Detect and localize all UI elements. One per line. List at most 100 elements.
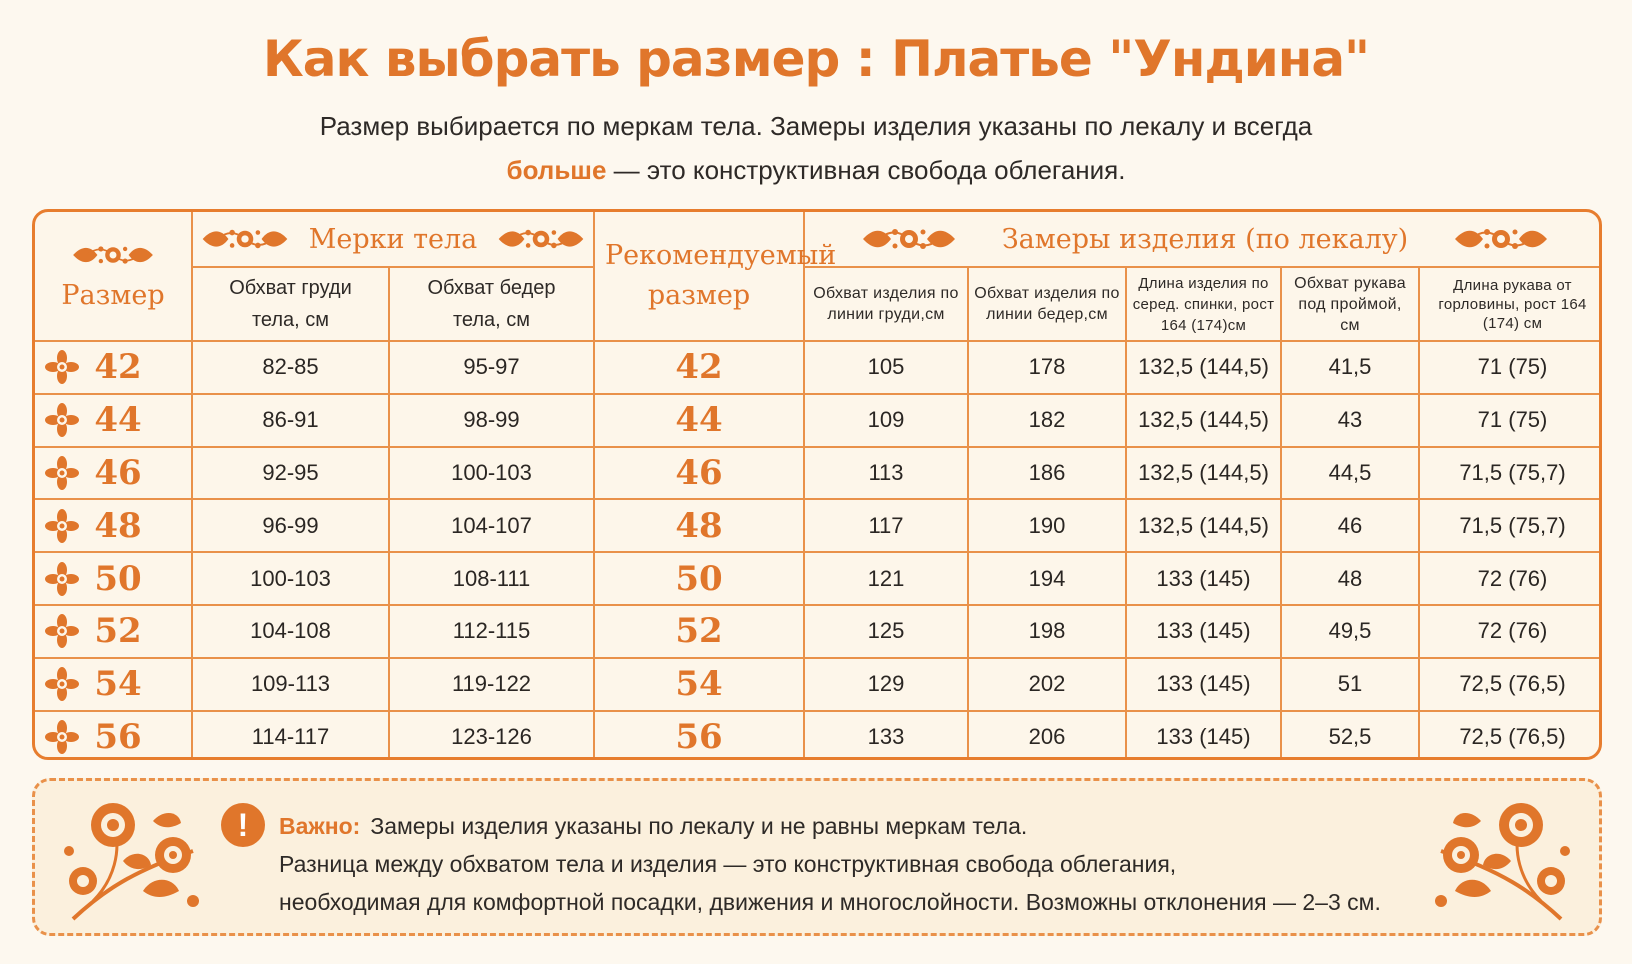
header-recommended: Рекомендуемый размер [593, 212, 836, 342]
header-hips-body: Обхват бедер тела, см [388, 266, 595, 342]
ornament-icon [63, 242, 163, 268]
garment-hips-cell: 202 [967, 656, 1127, 712]
hips-body-cell: 112-115 [388, 603, 595, 659]
garment-arm-cell: 46 [1280, 498, 1420, 554]
ornament-icon [834, 224, 984, 254]
garment-arm-cell: 49,5 [1280, 603, 1420, 659]
important-note: ! Важно: Замеры изделия указаны по лекалу… [32, 778, 1602, 936]
size-value: 42 [94, 347, 142, 388]
recommended-value: 42 [675, 347, 723, 388]
garment-sleeve-cell: 72,5 (76,5) [1417, 709, 1599, 757]
garment-sleeve-cell: 71 (75) [1417, 340, 1599, 395]
subtitle: Размер выбирается по меркам тела. Замеры… [0, 104, 1632, 192]
header-garment-arm: Обхват рукава под проймой, см [1280, 266, 1420, 342]
table-row: 54 109-113 119-122 54 129 202 133 (145) … [35, 656, 1599, 712]
size-cell: 54 [35, 656, 193, 712]
garment-sleeve-cell: 71,5 (75,7) [1417, 498, 1599, 554]
garment-arm-cell: 51 [1280, 656, 1420, 712]
flower-icon [45, 456, 79, 490]
subtitle-line-2: больше — это конструктивная свобода обле… [0, 148, 1632, 192]
flower-icon [45, 614, 79, 648]
table-row: 52 104-108 112-115 52 125 198 133 (145) … [35, 603, 1599, 659]
bust-body-cell: 109-113 [191, 656, 390, 712]
hips-body-cell: 123-126 [388, 709, 595, 757]
note-line-1: Важно: Замеры изделия указаны по лекалу и… [279, 813, 1028, 839]
garment-sleeve-cell: 72,5 (76,5) [1417, 656, 1599, 712]
header-garment-bust: Обхват изделия по линии груди,см [803, 266, 969, 342]
note-line-3: необходимая для комфортной посадки, движ… [279, 889, 1381, 915]
garment-hips-cell: 178 [967, 340, 1127, 395]
garment-hips-cell: 198 [967, 603, 1127, 659]
recommended-cell: 46 [593, 445, 805, 501]
garment-hips-cell: 186 [967, 445, 1127, 501]
hips-body-cell: 104-107 [388, 498, 595, 554]
garment-length-cell: 133 (145) [1125, 656, 1282, 712]
size-value: 52 [94, 611, 142, 652]
flower-icon [45, 720, 79, 754]
header-garment-sleeve: Длина рукава от горловины, рост 164 (174… [1417, 266, 1599, 342]
garment-hips-cell: 190 [967, 498, 1127, 554]
bust-body-cell: 92-95 [191, 445, 390, 501]
recommended-value: 54 [675, 664, 723, 705]
hips-body-cell: 108-111 [388, 551, 595, 606]
garment-length-cell: 133 (145) [1125, 551, 1282, 606]
garment-sleeve-cell: 71 (75) [1417, 392, 1599, 448]
garment-bust-cell: 105 [803, 340, 969, 395]
size-value: 48 [94, 505, 142, 546]
size-cell: 46 [35, 445, 193, 501]
garment-hips-cell: 182 [967, 392, 1127, 448]
flower-icon [45, 350, 79, 384]
size-cell: 50 [35, 551, 193, 606]
floral-ornament-icon [1421, 791, 1581, 927]
header-size: Размер [35, 212, 193, 342]
size-cell: 42 [35, 340, 193, 395]
recommended-cell: 56 [593, 709, 805, 758]
hips-body-cell: 100-103 [388, 445, 595, 501]
garment-sleeve-cell: 71,5 (75,7) [1417, 445, 1599, 501]
floral-ornament-icon [53, 791, 213, 927]
subtitle-line-1: Размер выбирается по меркам тела. Замеры… [319, 111, 1313, 141]
flower-icon [45, 509, 79, 543]
size-cell: 44 [35, 392, 193, 448]
header-bust-body: Обхват груди тела, см [192, 266, 390, 342]
recommended-cell: 42 [593, 340, 805, 395]
recommended-cell: 50 [593, 551, 805, 606]
table-row: 56 114-117 123-126 56 133 206 133 (145) … [35, 709, 1599, 758]
size-value: 50 [94, 558, 142, 599]
size-value: 46 [94, 452, 142, 493]
garment-length-cell: 133 (145) [1125, 603, 1282, 659]
garment-length-cell: 132,5 (144,5) [1125, 445, 1282, 501]
note-label: Важно: [279, 813, 361, 839]
recommended-value: 50 [675, 558, 723, 599]
header-garment-length: Длина изделия по серед. спинки, рост 164… [1125, 266, 1282, 342]
recommended-cell: 44 [593, 392, 805, 448]
hips-body-cell: 98-99 [388, 392, 595, 448]
table-row: 48 96-99 104-107 48 117 190 132,5 (144,5… [35, 498, 1599, 554]
garment-hips-cell: 194 [967, 551, 1127, 606]
ornament-icon [199, 224, 291, 254]
garment-bust-cell: 117 [803, 498, 969, 554]
garment-arm-cell: 44,5 [1280, 445, 1420, 501]
garment-arm-cell: 52,5 [1280, 709, 1420, 757]
ornament-icon [495, 224, 587, 254]
table-row: 46 92-95 100-103 46 113 186 132,5 (144,5… [35, 445, 1599, 501]
size-table: Размер Мерки тела Рекомендуемый размер З… [32, 209, 1602, 760]
flower-icon [45, 403, 79, 437]
hips-body-cell: 95-97 [388, 340, 595, 395]
note-line-2: Разница между обхватом тела и изделия — … [279, 851, 1177, 877]
garment-bust-cell: 109 [803, 392, 969, 448]
size-value: 44 [94, 400, 142, 441]
garment-bust-cell: 121 [803, 551, 969, 606]
recommended-value: 48 [675, 505, 723, 546]
size-cell: 56 [35, 709, 193, 757]
recommended-cell: 54 [593, 656, 805, 712]
size-value: 54 [94, 664, 142, 705]
bust-body-cell: 104-108 [191, 603, 390, 659]
garment-bust-cell: 125 [803, 603, 969, 659]
garment-bust-cell: 129 [803, 656, 969, 712]
bust-body-cell: 100-103 [191, 551, 390, 606]
garment-bust-cell: 133 [803, 709, 969, 757]
subtitle-line-2-rest: — это конструктивная свобода облегания. [606, 155, 1126, 185]
note-text: Важно: Замеры изделия указаны по лекалу и… [279, 807, 1381, 921]
recommended-value: 56 [675, 717, 723, 758]
